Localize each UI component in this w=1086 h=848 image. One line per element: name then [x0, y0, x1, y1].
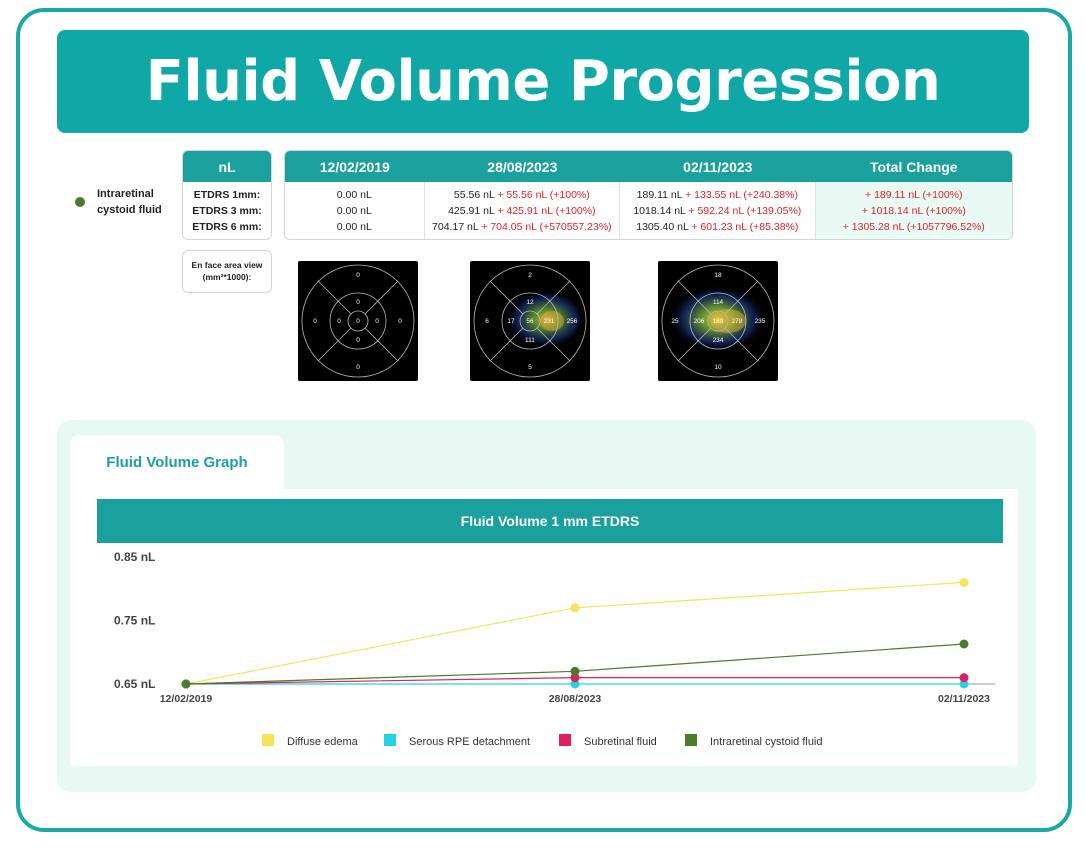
cell-value: 425.91 nL	[448, 205, 495, 217]
table-body-row: 0.00 nL 0.00 nL 0.00 nL 55.56 nL + 55.56…	[285, 182, 1012, 239]
table-cell-total: + 189.11 nL (+100%) + 1018.14 nL (+100%)…	[815, 182, 1012, 239]
fluid-type-label: Intraretinal cystoid fluid	[97, 188, 162, 216]
row-label-6mm: ETDRS 6 mm:	[192, 221, 262, 233]
cell-value: 1305.40 nL	[636, 221, 689, 233]
chart-title: Fluid Volume 1 mm ETDRS	[97, 499, 1003, 543]
table-cell-date-3: 189.11 nL + 133.55 nL (+240.38%) 1018.14…	[620, 182, 816, 239]
etdrs-grid-image-1[interactable]: 0 0 0 0 0 0 0 0 0	[298, 261, 418, 381]
grid-inner-left: 17	[507, 318, 515, 325]
cell-value: 189.11 nL	[636, 189, 683, 201]
table-cell-date-2: 55.56 nL + 55.56 nL (+100%) 425.91 nL + …	[425, 182, 621, 239]
row-labels: ETDRS 1mm: ETDRS 3 mm: ETDRS 6 mm:	[183, 182, 271, 235]
cell-change: + 592.24 nL (+139.05%)	[688, 205, 802, 217]
col-header-date-3: 02/11/2023	[683, 158, 753, 175]
grid-inner-bottom: 234	[713, 337, 724, 344]
data-point	[181, 679, 191, 689]
y-tick-label: 0.85 nL	[114, 550, 155, 564]
legend-swatch	[384, 734, 396, 746]
table-cell-date-1: 0.00 nL 0.00 nL 0.00 nL	[285, 182, 425, 239]
fluid-color-dot	[75, 197, 85, 207]
legend-label: Diffuse edema	[287, 736, 359, 748]
cell-value: 0.00 nL	[336, 205, 372, 217]
grid-outer-right: 235	[755, 318, 766, 325]
grid-inner-left: 206	[694, 318, 705, 325]
grid-inner-bottom: 111	[525, 337, 535, 344]
cell-change: + 425.91 nL (+100%)	[497, 205, 596, 217]
grid-inner-right: 0	[375, 318, 379, 325]
data-point	[570, 673, 580, 683]
cell-value: 0.00 nL	[336, 221, 372, 233]
title-banner: Fluid Volume Progression	[57, 30, 1029, 133]
data-point	[959, 679, 969, 689]
grid-center-value: 189	[713, 318, 724, 325]
legend-label: Serous RPE detachment	[409, 736, 530, 748]
grid-outer-bottom: 0	[356, 364, 360, 371]
legend-swatch	[262, 734, 274, 746]
grid-outer-right: 256	[567, 318, 578, 325]
grid-outer-left: 0	[313, 318, 317, 325]
total-change-value: + 1018.14 nL (+100%)	[861, 205, 966, 217]
table-header-row: 12/02/2019 28/08/2023 02/11/2023 Total C…	[285, 151, 1012, 182]
data-point	[959, 639, 969, 649]
y-tick-label: 0.65 nL	[114, 677, 155, 691]
page-title: Fluid Volume Progression	[145, 49, 941, 114]
total-change-value: + 189.11 nL (+100%)	[865, 189, 963, 201]
cell-change: + 55.56 nL (+100%)	[497, 189, 590, 201]
legend-label: Subretinal fluid	[584, 736, 657, 748]
x-tick-label: 12/02/2019	[160, 693, 213, 705]
legend-label: Intraretinal cystoid fluid	[710, 736, 823, 748]
etdrs-grid-image-3[interactable]: 189 114 278 234 206 18 235 10 25	[658, 261, 778, 381]
series-layer	[181, 577, 969, 689]
x-tick-label: 28/08/2023	[549, 693, 602, 705]
grid-inner-right: 231	[544, 318, 555, 325]
row-label-1mm: ETDRS 1mm:	[193, 189, 261, 201]
data-point	[959, 577, 969, 587]
unit-column: nL ETDRS 1mm: ETDRS 3 mm: ETDRS 6 mm:	[182, 150, 272, 240]
col-header-total: Total Change	[869, 158, 958, 175]
data-point	[570, 666, 580, 676]
etdrs-grid-image-2[interactable]: 56 12 231 111 17 2 256 5 6	[470, 261, 590, 381]
unit-header: nL	[183, 151, 271, 182]
total-change-value: + 1305.28 nL (+1057796.52%)	[842, 221, 985, 233]
grid-outer-left: 6	[485, 318, 489, 325]
grid-outer-top: 18	[714, 272, 722, 279]
grid-inner-top: 12	[526, 299, 534, 306]
data-point	[959, 673, 969, 683]
y-tick-label: 0.75 nL	[114, 614, 155, 628]
cell-change: + 133.55 nL (+240.38%)	[685, 189, 798, 201]
cell-change: + 601.23 nL (+85.38%)	[691, 221, 799, 233]
legend-layer: Diffuse edema Serous RPE detachment Subret…	[262, 734, 823, 748]
data-point	[570, 679, 580, 689]
fluid-volume-chart: 0.65 nL 0.75 nL 0.85 nL 12/02/2019 28/08/202…	[114, 550, 995, 748]
grid-outer-bottom: 10	[714, 364, 722, 371]
grid-outer-left: 25	[671, 318, 679, 325]
grid-inner-bottom: 0	[356, 337, 360, 344]
data-point	[570, 603, 580, 613]
grid-inner-right: 278	[732, 318, 743, 325]
enface-label: En face area view (mm²*1000):	[182, 250, 272, 293]
grid-outer-bottom: 5	[528, 364, 532, 371]
legend-swatch	[685, 734, 697, 746]
grid-inner-left: 0	[337, 318, 341, 325]
cell-value: 704.17 nL	[432, 221, 479, 233]
grid-inner-top: 114	[713, 299, 724, 306]
legend-swatch	[559, 734, 571, 746]
cell-change: + 704.05 nL (+570557.23%)	[481, 221, 612, 233]
col-header-date-2: 28/08/2023	[487, 158, 558, 175]
grid-outer-top: 2	[528, 272, 532, 279]
grid-center-value: 0	[356, 318, 360, 325]
cell-value: 0.00 nL	[336, 189, 372, 201]
cell-value: 1018.14 nL	[633, 205, 686, 217]
x-tick-label: 02/11/2023	[938, 693, 990, 705]
grid-outer-top: 0	[356, 272, 360, 279]
volume-table: 12/02/2019 28/08/2023 02/11/2023 Total C…	[284, 150, 1013, 240]
row-label-3mm: ETDRS 3 mm:	[192, 205, 262, 217]
grid-center-value: 56	[526, 318, 534, 325]
col-header-date-1: 12/02/2019	[319, 158, 390, 175]
cell-value: 55.56 nL	[453, 189, 495, 201]
grid-outer-right: 0	[398, 318, 402, 325]
tab-fluid-volume-graph[interactable]: Fluid Volume Graph	[70, 435, 284, 490]
grid-inner-top: 0	[356, 299, 360, 306]
